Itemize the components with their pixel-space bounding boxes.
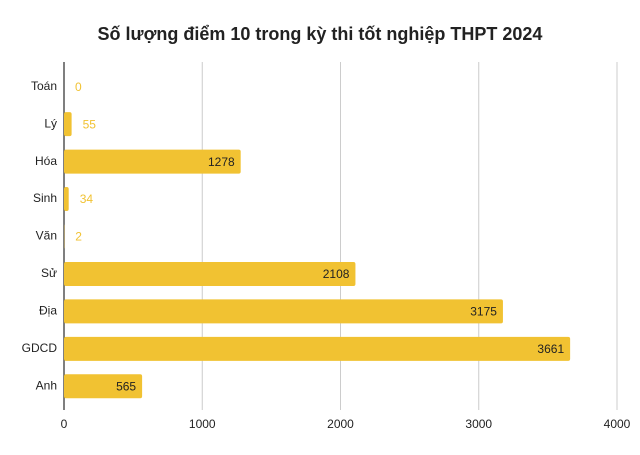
- chart-title: Số lượng điểm 10 trong kỳ thi tốt nghiệp…: [98, 24, 543, 44]
- bar: [64, 299, 503, 324]
- data-label: 3175: [470, 305, 497, 319]
- data-label: 0: [75, 80, 82, 94]
- data-label: 3661: [537, 342, 564, 356]
- y-tick-label: Toán: [31, 79, 57, 93]
- y-tick-label: Sinh: [33, 191, 57, 205]
- bar: [64, 374, 143, 399]
- data-label: 55: [83, 117, 97, 131]
- y-tick-label: Anh: [36, 378, 57, 392]
- y-tick-label: Lý: [44, 116, 57, 130]
- bar: [64, 336, 571, 361]
- x-tick-label: 1000: [189, 417, 216, 431]
- bar: [64, 149, 241, 174]
- data-label: 1278: [208, 155, 235, 169]
- data-label: 565: [116, 379, 136, 393]
- data-label: 34: [80, 192, 94, 206]
- y-tick-label: Văn: [36, 229, 57, 243]
- bar: [64, 187, 69, 212]
- x-tick-label: 3000: [465, 417, 492, 431]
- data-label: 2108: [323, 267, 350, 281]
- y-tick-label: GDCD: [22, 341, 58, 355]
- bar: [64, 112, 72, 137]
- bar: [64, 261, 356, 286]
- y-tick-label: Địa: [39, 304, 57, 318]
- data-label: 2: [75, 230, 82, 244]
- x-tick-label: 0: [61, 417, 68, 431]
- y-tick-label: Hóa: [35, 154, 57, 168]
- y-tick-label: Sử: [41, 266, 57, 280]
- x-tick-label: 4000: [604, 417, 631, 431]
- x-tick-label: 2000: [327, 417, 354, 431]
